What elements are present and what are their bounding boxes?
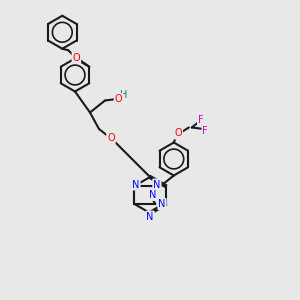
Text: H: H: [120, 90, 127, 100]
Text: N: N: [148, 190, 156, 200]
Text: N: N: [153, 179, 161, 190]
Text: N: N: [146, 212, 154, 222]
Text: N: N: [132, 179, 140, 190]
Text: N: N: [158, 199, 166, 209]
Text: F: F: [198, 115, 204, 125]
Text: O: O: [73, 53, 80, 63]
Text: O: O: [107, 133, 115, 143]
Text: O: O: [175, 128, 182, 139]
Text: F: F: [202, 125, 208, 136]
Text: O: O: [115, 94, 122, 104]
